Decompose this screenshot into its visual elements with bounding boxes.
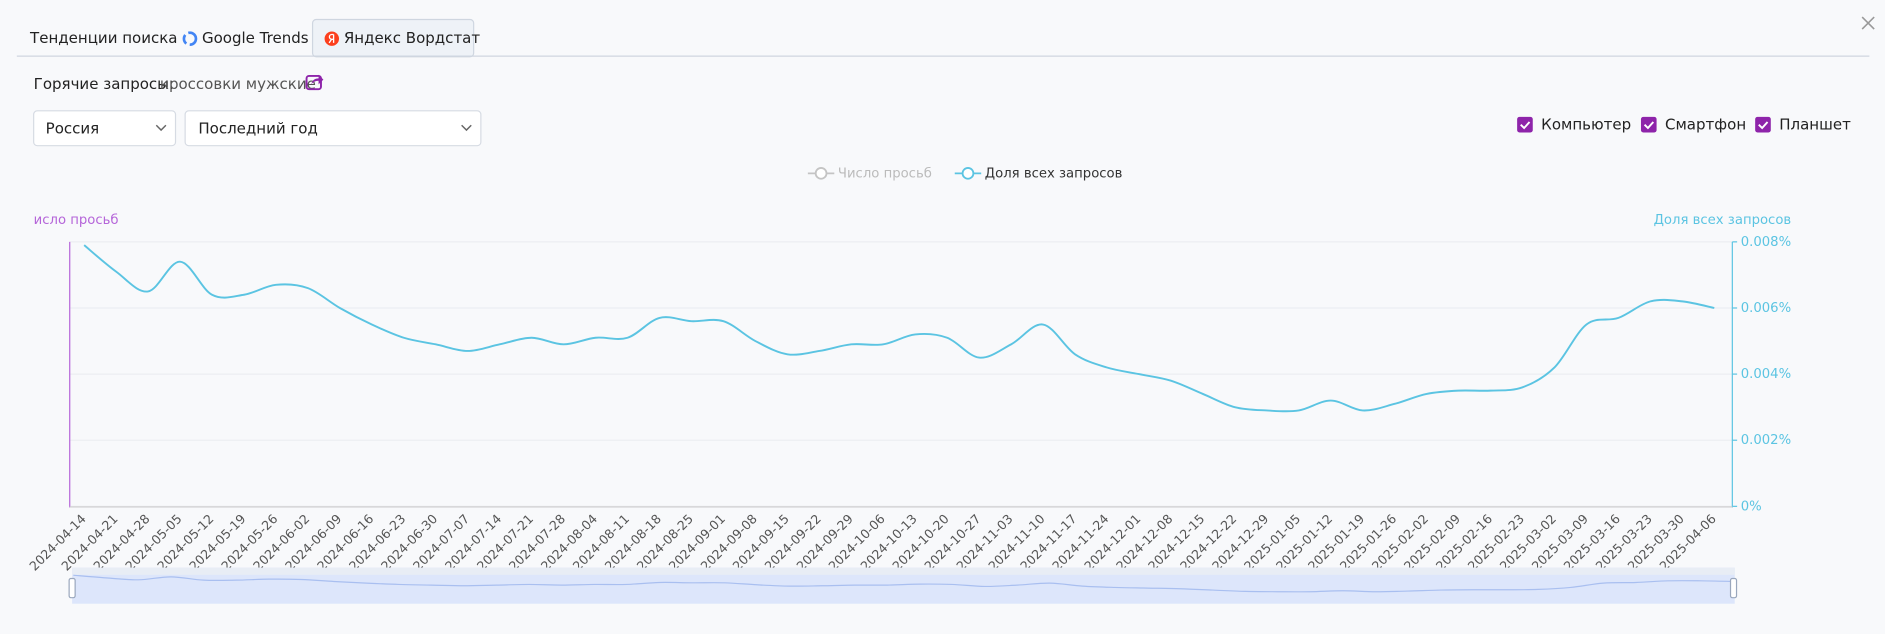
tab[interactable]: Яндекс Вордстат <box>344 29 481 47</box>
period-value: Последний год <box>198 119 318 137</box>
checkbox[interactable] <box>1640 116 1657 133</box>
share-icon[interactable] <box>305 74 324 91</box>
zoom-handle[interactable] <box>1729 577 1738 599</box>
legend-marker[interactable] <box>814 167 828 180</box>
chevron <box>461 124 472 132</box>
period-select[interactable] <box>184 110 482 147</box>
checkmark <box>1520 121 1531 130</box>
legend-label[interactable]: Число просьб <box>838 165 932 181</box>
y2-tick-label: 0.008% <box>1741 235 1791 250</box>
region-select[interactable] <box>33 110 177 147</box>
checkbox-label: Смартфон <box>1665 116 1746 134</box>
checkbox[interactable] <box>1755 116 1771 133</box>
hot-queries-query: кроссовки мужские <box>160 75 316 93</box>
zoom-handle[interactable] <box>68 577 76 599</box>
yandex-icon-glyph <box>328 33 335 44</box>
zoom-preview-line <box>73 574 1734 593</box>
y2-tick-label: 0.006% <box>1741 301 1791 316</box>
y-axis-label: исло просьб <box>34 212 119 228</box>
share-icon-box <box>305 75 322 91</box>
share-icon-arrow <box>311 74 324 85</box>
google-icon <box>182 31 198 47</box>
checkbox[interactable] <box>1517 116 1533 133</box>
close-button[interactable] <box>1861 16 1875 30</box>
checkbox-label: Компьютер <box>1541 116 1631 134</box>
checkmark <box>1758 121 1769 130</box>
checkmark <box>1643 121 1655 130</box>
legend-marker[interactable] <box>961 167 975 180</box>
y2-axis-label: Доля всех запросов <box>1654 213 1792 228</box>
region-value: Россия <box>46 119 100 137</box>
series-line <box>83 244 1715 413</box>
legend-label[interactable]: Доля всех запросов <box>985 166 1123 181</box>
device-checkboxes: Компьютер Смартфон Планшет <box>1517 116 1851 134</box>
hot-queries-label: Горячие запросы: <box>34 75 174 93</box>
checkbox-label: Планшет <box>1779 116 1851 134</box>
y2-tick-label: 0.004% <box>1741 367 1791 382</box>
y2-tick-label: 0% <box>1741 499 1762 514</box>
zoom-slider-bar[interactable] <box>72 567 1735 575</box>
tab[interactable]: Google Trends <box>202 29 309 47</box>
tab[interactable]: Тенденции поиска <box>29 29 177 47</box>
chevron <box>155 124 167 132</box>
chart: Число просьб Доля всех запросов исло прось… <box>26 165 1792 604</box>
y2-tick-label: 0.002% <box>1741 433 1791 448</box>
